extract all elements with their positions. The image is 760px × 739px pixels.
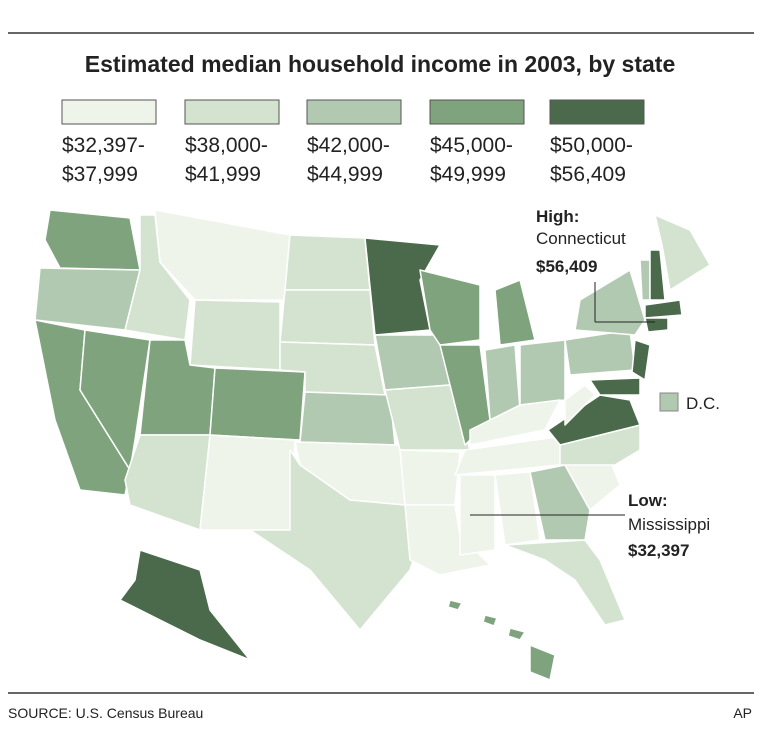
credit: AP — [733, 705, 752, 721]
dc-label: D.C. — [686, 394, 720, 413]
state — [34, 267, 141, 331]
state — [644, 317, 669, 333]
legend: $32,397- $37,999 $38,000- $41,999 $42,000- $4… — [61, 99, 645, 186]
legend-label: $56,409 — [550, 163, 626, 186]
state — [119, 549, 251, 661]
state — [564, 384, 596, 426]
state — [529, 644, 556, 681]
legend-label: $44,999 — [307, 163, 383, 186]
state — [504, 539, 626, 626]
map — [34, 209, 711, 681]
legend-label: $37,999 — [62, 163, 138, 186]
state — [249, 449, 421, 631]
state — [589, 377, 641, 396]
state — [649, 249, 666, 301]
legend-swatch — [429, 99, 525, 125]
state — [279, 289, 376, 346]
state — [507, 627, 526, 641]
state — [284, 234, 371, 291]
legend-label: $42,000- — [307, 134, 390, 157]
state — [482, 614, 498, 627]
state — [654, 214, 711, 291]
title: Estimated median household income in 200… — [85, 51, 676, 77]
legend-label: $41,999 — [185, 163, 261, 186]
legend-swatch — [306, 99, 402, 125]
state — [124, 434, 211, 531]
legend-label: $49,999 — [430, 163, 506, 186]
state — [399, 449, 461, 506]
high-heading: High: — [536, 207, 579, 226]
state — [639, 259, 651, 301]
low-value: $32,397 — [628, 541, 689, 560]
low-state: Mississippi — [628, 515, 710, 534]
state — [631, 339, 651, 381]
state — [299, 391, 396, 446]
legend-swatch — [61, 99, 157, 125]
state — [494, 471, 541, 546]
state — [199, 434, 296, 531]
state — [519, 339, 566, 406]
state — [79, 329, 151, 471]
dc-swatch — [659, 392, 679, 412]
legend-swatch — [184, 99, 280, 125]
state — [494, 279, 536, 346]
state — [574, 269, 646, 336]
legend-label: $38,000- — [185, 134, 268, 157]
legend-label: $50,000- — [550, 134, 633, 157]
state — [547, 394, 641, 446]
state — [644, 299, 683, 319]
state — [419, 269, 481, 346]
state — [447, 599, 463, 611]
high-value: $56,409 — [536, 257, 597, 276]
state — [404, 504, 491, 576]
state — [154, 209, 291, 301]
high-state: Connecticut — [536, 229, 626, 248]
legend-swatch — [549, 99, 645, 125]
state — [44, 209, 141, 271]
legend-label: $32,397- — [62, 134, 145, 157]
legend-label: $45,000- — [430, 134, 513, 157]
state — [209, 367, 306, 441]
state — [564, 329, 636, 376]
state — [469, 399, 561, 446]
low-heading: Low: — [628, 491, 668, 510]
source: SOURCE: U.S. Census Bureau — [8, 705, 203, 721]
state — [364, 237, 441, 336]
state — [189, 299, 281, 371]
